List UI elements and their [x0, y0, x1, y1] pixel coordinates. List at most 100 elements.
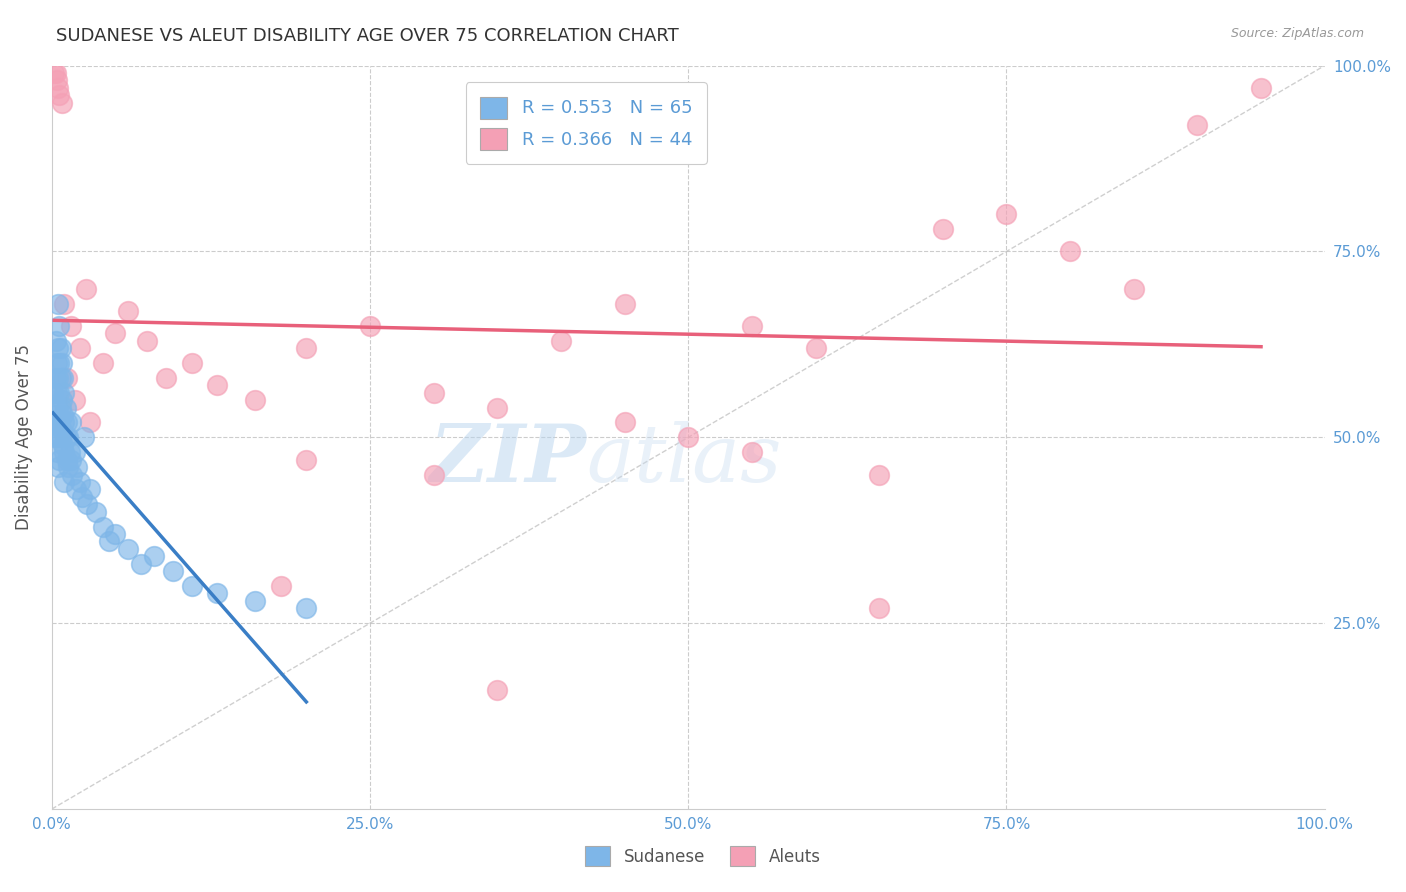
Point — [295, 452, 318, 467]
Point — [42, 385, 65, 400]
Point — [932, 222, 955, 236]
Point — [45, 66, 67, 80]
Point — [84, 505, 107, 519]
Point — [59, 452, 82, 467]
Point — [155, 371, 177, 385]
Point — [45, 371, 67, 385]
Point — [51, 356, 73, 370]
Point — [45, 356, 67, 370]
Point — [65, 483, 87, 497]
Point — [46, 401, 69, 415]
Point — [207, 378, 229, 392]
Text: ZIP: ZIP — [429, 421, 586, 499]
Point — [180, 356, 202, 370]
Point — [44, 416, 66, 430]
Point — [69, 475, 91, 489]
Point — [104, 527, 127, 541]
Point — [44, 430, 66, 444]
Point — [46, 296, 69, 310]
Point — [72, 430, 94, 444]
Point — [59, 416, 82, 430]
Point — [46, 371, 69, 385]
Point — [56, 452, 79, 467]
Point — [46, 460, 69, 475]
Point — [76, 497, 98, 511]
Point — [79, 416, 101, 430]
Point — [45, 408, 67, 422]
Legend: R = 0.553   N = 65, R = 0.366   N = 44: R = 0.553 N = 65, R = 0.366 N = 44 — [465, 82, 707, 164]
Point — [1187, 118, 1209, 132]
Point — [66, 460, 89, 475]
Point — [58, 460, 80, 475]
Point — [136, 334, 159, 348]
Point — [245, 393, 267, 408]
Point — [79, 483, 101, 497]
Point — [741, 445, 763, 459]
Point — [46, 430, 69, 444]
Point — [45, 385, 67, 400]
Point — [63, 445, 86, 459]
Point — [868, 601, 890, 615]
Point — [55, 430, 77, 444]
Point — [676, 430, 699, 444]
Point — [49, 371, 72, 385]
Legend: Sudanese, Aleuts: Sudanese, Aleuts — [576, 838, 830, 875]
Point — [59, 318, 82, 333]
Point — [48, 88, 70, 103]
Point — [613, 416, 636, 430]
Point — [117, 304, 139, 318]
Point — [72, 490, 94, 504]
Point — [69, 341, 91, 355]
Point — [45, 445, 67, 459]
Point — [48, 356, 70, 370]
Point — [44, 66, 66, 80]
Point — [49, 401, 72, 415]
Point — [48, 385, 70, 400]
Point — [995, 207, 1018, 221]
Point — [1122, 282, 1144, 296]
Point — [48, 452, 70, 467]
Point — [117, 541, 139, 556]
Point — [613, 296, 636, 310]
Point — [868, 467, 890, 482]
Point — [295, 341, 318, 355]
Point — [486, 683, 509, 698]
Point — [52, 438, 75, 452]
Point — [180, 579, 202, 593]
Point — [104, 326, 127, 341]
Point — [207, 586, 229, 600]
Point — [49, 341, 72, 355]
Text: atlas: atlas — [586, 421, 782, 499]
Point — [52, 371, 75, 385]
Point — [60, 467, 83, 482]
Point — [53, 385, 76, 400]
Point — [56, 416, 79, 430]
Y-axis label: Disability Age Over 75: Disability Age Over 75 — [15, 344, 32, 531]
Point — [51, 95, 73, 110]
Point — [270, 579, 292, 593]
Point — [56, 371, 79, 385]
Point — [45, 334, 67, 348]
Point — [46, 341, 69, 355]
Point — [75, 282, 97, 296]
Point — [486, 401, 509, 415]
Point — [51, 393, 73, 408]
Point — [48, 416, 70, 430]
Point — [98, 534, 121, 549]
Point — [422, 467, 444, 482]
Point — [46, 81, 69, 95]
Point — [129, 557, 152, 571]
Point — [91, 519, 114, 533]
Point — [359, 318, 381, 333]
Point — [49, 430, 72, 444]
Point — [162, 564, 184, 578]
Point — [1059, 244, 1081, 259]
Point — [63, 393, 86, 408]
Point — [45, 416, 67, 430]
Point — [55, 401, 77, 415]
Point — [142, 549, 165, 564]
Point — [53, 445, 76, 459]
Point — [245, 594, 267, 608]
Text: Source: ZipAtlas.com: Source: ZipAtlas.com — [1230, 27, 1364, 40]
Point — [550, 334, 572, 348]
